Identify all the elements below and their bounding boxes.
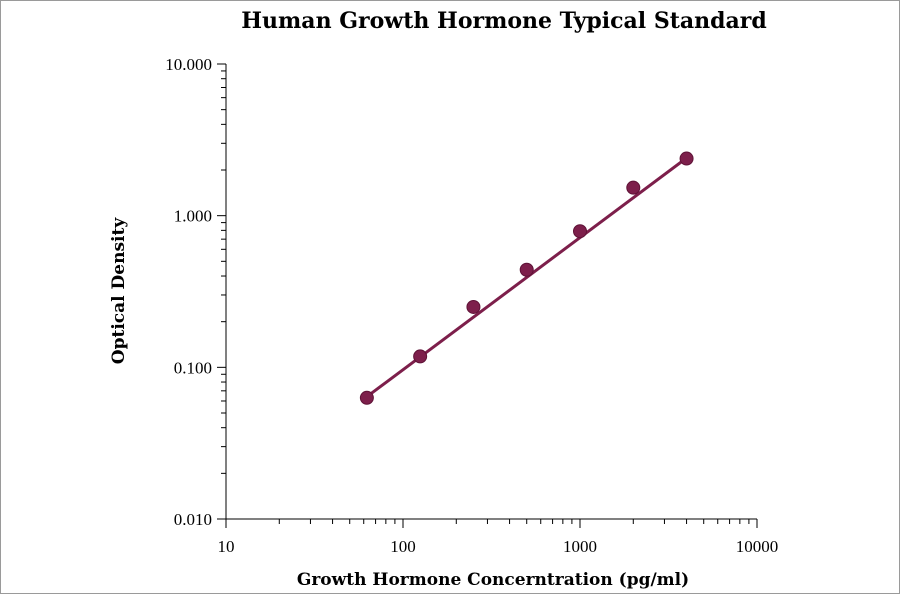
x-tick-label: 100	[390, 537, 416, 556]
data-point	[626, 180, 641, 195]
chart-title: Human Growth Hormone Typical Standard	[241, 8, 767, 34]
data-point	[466, 299, 481, 314]
axes: 0.010 0.100 1.000 10.000 10 100 1000 10000	[165, 55, 778, 556]
x-tick-label: 10000	[736, 537, 779, 556]
y-tick-label: 10.000	[165, 55, 212, 74]
data-point	[573, 224, 587, 239]
x-tick-label: 1000	[563, 537, 597, 556]
y-axis-label: Optical Density	[109, 217, 129, 365]
y-tick-label: 0.010	[174, 510, 212, 529]
data-point	[359, 390, 374, 405]
x-tick-label: 10	[218, 537, 235, 556]
data-point	[413, 349, 428, 364]
y-tick-label: 1.000	[174, 207, 212, 226]
data-point	[679, 151, 694, 166]
data-marks	[359, 151, 694, 405]
x-axis-label: Growth Hormone Concerntration (pg/ml)	[297, 570, 689, 590]
y-tick-label: 0.100	[174, 358, 212, 377]
data-point	[519, 262, 534, 277]
